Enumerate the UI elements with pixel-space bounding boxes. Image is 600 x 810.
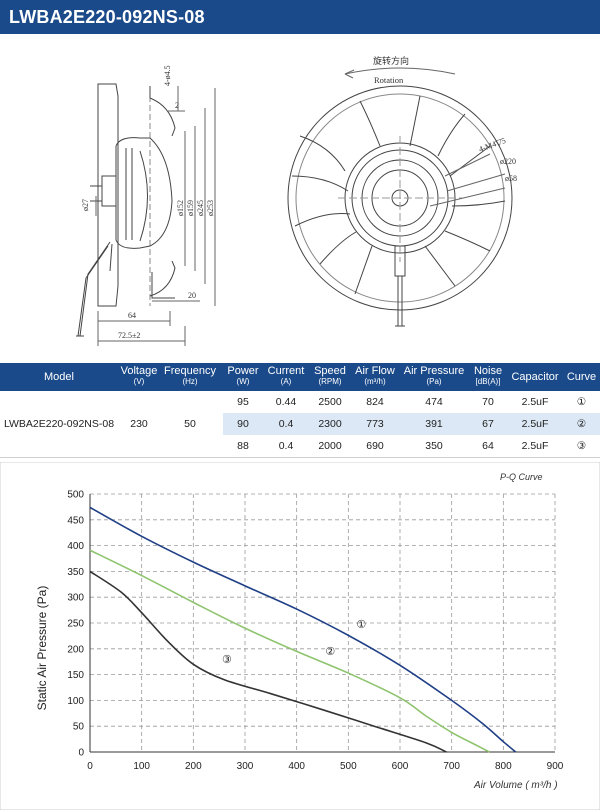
m4-label: 4-M4▽5 bbox=[478, 136, 507, 154]
cell-airflow: 824 bbox=[366, 396, 384, 408]
cell-current: 0.44 bbox=[275, 396, 297, 408]
dim-27: ø27 bbox=[81, 199, 90, 211]
cell-pressure: 350 bbox=[425, 440, 443, 452]
y-tick-label: 400 bbox=[67, 541, 84, 552]
cell-curve: ① bbox=[576, 396, 587, 408]
y-tick-label: 350 bbox=[67, 567, 84, 578]
y-tick-label: 300 bbox=[67, 593, 84, 604]
y-axis-label: Static Air Pressure (Pa) bbox=[35, 586, 49, 711]
table-bottom-rule bbox=[0, 457, 600, 458]
page-title: LWBA2E220-092NS-08 bbox=[9, 7, 205, 27]
dim-hole-label: 4-ø4.5 bbox=[163, 65, 172, 86]
cell-power: 90 bbox=[237, 418, 249, 430]
y-tick-label: 200 bbox=[67, 644, 84, 655]
x-tick-label: 100 bbox=[133, 761, 150, 772]
chart-labels: 0 100 200 300 400 500 600 700 800 900 0 50 100 150 200… bbox=[67, 490, 563, 773]
header-frequency: Frequency (Hz) bbox=[164, 365, 216, 386]
cell-pressure: 391 bbox=[425, 418, 443, 430]
chart-series bbox=[89, 506, 517, 753]
dim-152: ø152 bbox=[176, 200, 185, 216]
cell-current: 0.4 bbox=[278, 440, 294, 452]
table-header: Model Voltage (V) Frequency (Hz) Power (W) … bbox=[0, 363, 600, 391]
cell-noise: 64 bbox=[482, 440, 494, 452]
dim-253: ø253 bbox=[206, 200, 215, 216]
dim-220: ø220 bbox=[500, 157, 516, 166]
header-pressure: Air Pressure (Pa) bbox=[403, 365, 465, 386]
x-tick-label: 500 bbox=[340, 761, 357, 772]
header-curve: Curve bbox=[566, 371, 597, 383]
x-tick-label: 200 bbox=[185, 761, 202, 772]
dim-64: 64 bbox=[128, 311, 136, 320]
front-view-drawing bbox=[287, 67, 513, 327]
cell-speed: 2000 bbox=[318, 440, 342, 452]
dim-72: 72.5±2 bbox=[118, 331, 140, 340]
y-tick-label: 50 bbox=[73, 722, 85, 733]
chart-axes bbox=[89, 494, 555, 753]
header-model: Model bbox=[44, 371, 74, 383]
cell-frequency: 50 bbox=[184, 418, 196, 430]
x-tick-label: 400 bbox=[288, 761, 305, 772]
cell-voltage: 230 bbox=[130, 418, 148, 430]
dim-2: 2 bbox=[175, 101, 179, 110]
cell-capacitor: 2.5uF bbox=[521, 440, 549, 452]
x-tick-label: 0 bbox=[87, 761, 93, 772]
cell-capacitor: 2.5uF bbox=[521, 418, 549, 430]
table-row: 95 0.44 2500 824 474 70 2.5uF ① bbox=[223, 391, 600, 413]
cell-noise: 70 bbox=[482, 396, 494, 408]
cell-speed: 2300 bbox=[318, 418, 342, 430]
table-row: 88 0.4 2000 690 350 64 2.5uF ③ bbox=[223, 435, 600, 457]
side-view-drawing bbox=[76, 83, 216, 346]
cell-model: LWBA2E220-092NS-08 bbox=[3, 418, 115, 430]
chart-title: P-Q Curve bbox=[500, 472, 543, 482]
dim-58: ø58 bbox=[505, 174, 517, 183]
curve-line-3 bbox=[89, 570, 447, 753]
cell-current: 0.4 bbox=[278, 418, 294, 430]
chart-grid bbox=[90, 493, 556, 752]
cell-curve: ③ bbox=[576, 440, 587, 452]
curve-line-2 bbox=[89, 549, 490, 753]
cell-noise: 67 bbox=[482, 418, 494, 430]
curve-marker-1: ① bbox=[356, 619, 366, 631]
rotation-cn-label: 旋转方向 bbox=[373, 55, 409, 66]
technical-drawings: 4-ø4.5 2 ø27 ø152 ø159 ø245 ø253 20 64 7… bbox=[76, 55, 517, 346]
header-speed: Speed (RPM) bbox=[314, 365, 346, 386]
cell-capacitor: 2.5uF bbox=[521, 396, 549, 408]
curve-marker-2: ② bbox=[325, 646, 335, 658]
y-tick-label: 500 bbox=[67, 490, 84, 501]
y-tick-label: 100 bbox=[67, 696, 84, 707]
dim-20: 20 bbox=[188, 291, 196, 300]
cell-power: 88 bbox=[237, 440, 249, 452]
x-tick-label: 900 bbox=[547, 761, 564, 772]
dim-245: ø245 bbox=[196, 200, 205, 216]
header-airflow: Air Flow (m³/h) bbox=[355, 365, 395, 386]
cell-power: 95 bbox=[237, 396, 249, 408]
x-axis-label: Air Volume ( m³/h ) bbox=[473, 780, 558, 791]
title-bar: LWBA2E220-092NS-08 bbox=[0, 0, 600, 34]
header-noise: Noise [dB(A)] bbox=[473, 365, 503, 386]
curve-line-1 bbox=[89, 506, 517, 753]
spec-table: Model Voltage (V) Frequency (Hz) Power (W) … bbox=[0, 363, 600, 463]
header-voltage: Voltage (V) bbox=[120, 365, 158, 386]
cell-airflow: 690 bbox=[366, 440, 384, 452]
y-tick-label: 150 bbox=[67, 670, 84, 681]
x-tick-label: 700 bbox=[443, 761, 460, 772]
cell-pressure: 474 bbox=[425, 396, 443, 408]
x-tick-label: 600 bbox=[392, 761, 409, 772]
dim-159: ø159 bbox=[186, 200, 195, 216]
x-tick-label: 300 bbox=[237, 761, 254, 772]
rotation-en-label: Rotation bbox=[374, 75, 404, 85]
y-tick-label: 250 bbox=[67, 619, 84, 630]
cell-speed: 2500 bbox=[318, 396, 342, 408]
header-power: Power (W) bbox=[227, 365, 259, 386]
table-row: 90 0.4 2300 773 391 67 2.5uF ② bbox=[223, 413, 600, 435]
cell-airflow: 773 bbox=[366, 418, 384, 430]
pq-chart: 0 100 200 300 400 500 600 700 800 900 0 50 100 150 200… bbox=[0, 462, 600, 810]
cell-curve: ② bbox=[576, 418, 587, 430]
x-tick-label: 800 bbox=[495, 761, 512, 772]
header-capacitor: Capacitor bbox=[511, 371, 559, 383]
curve-marker-3: ③ bbox=[222, 654, 232, 666]
y-tick-label: 450 bbox=[67, 515, 84, 526]
y-tick-label: 0 bbox=[78, 748, 84, 759]
header-current: Current (A) bbox=[267, 365, 305, 386]
